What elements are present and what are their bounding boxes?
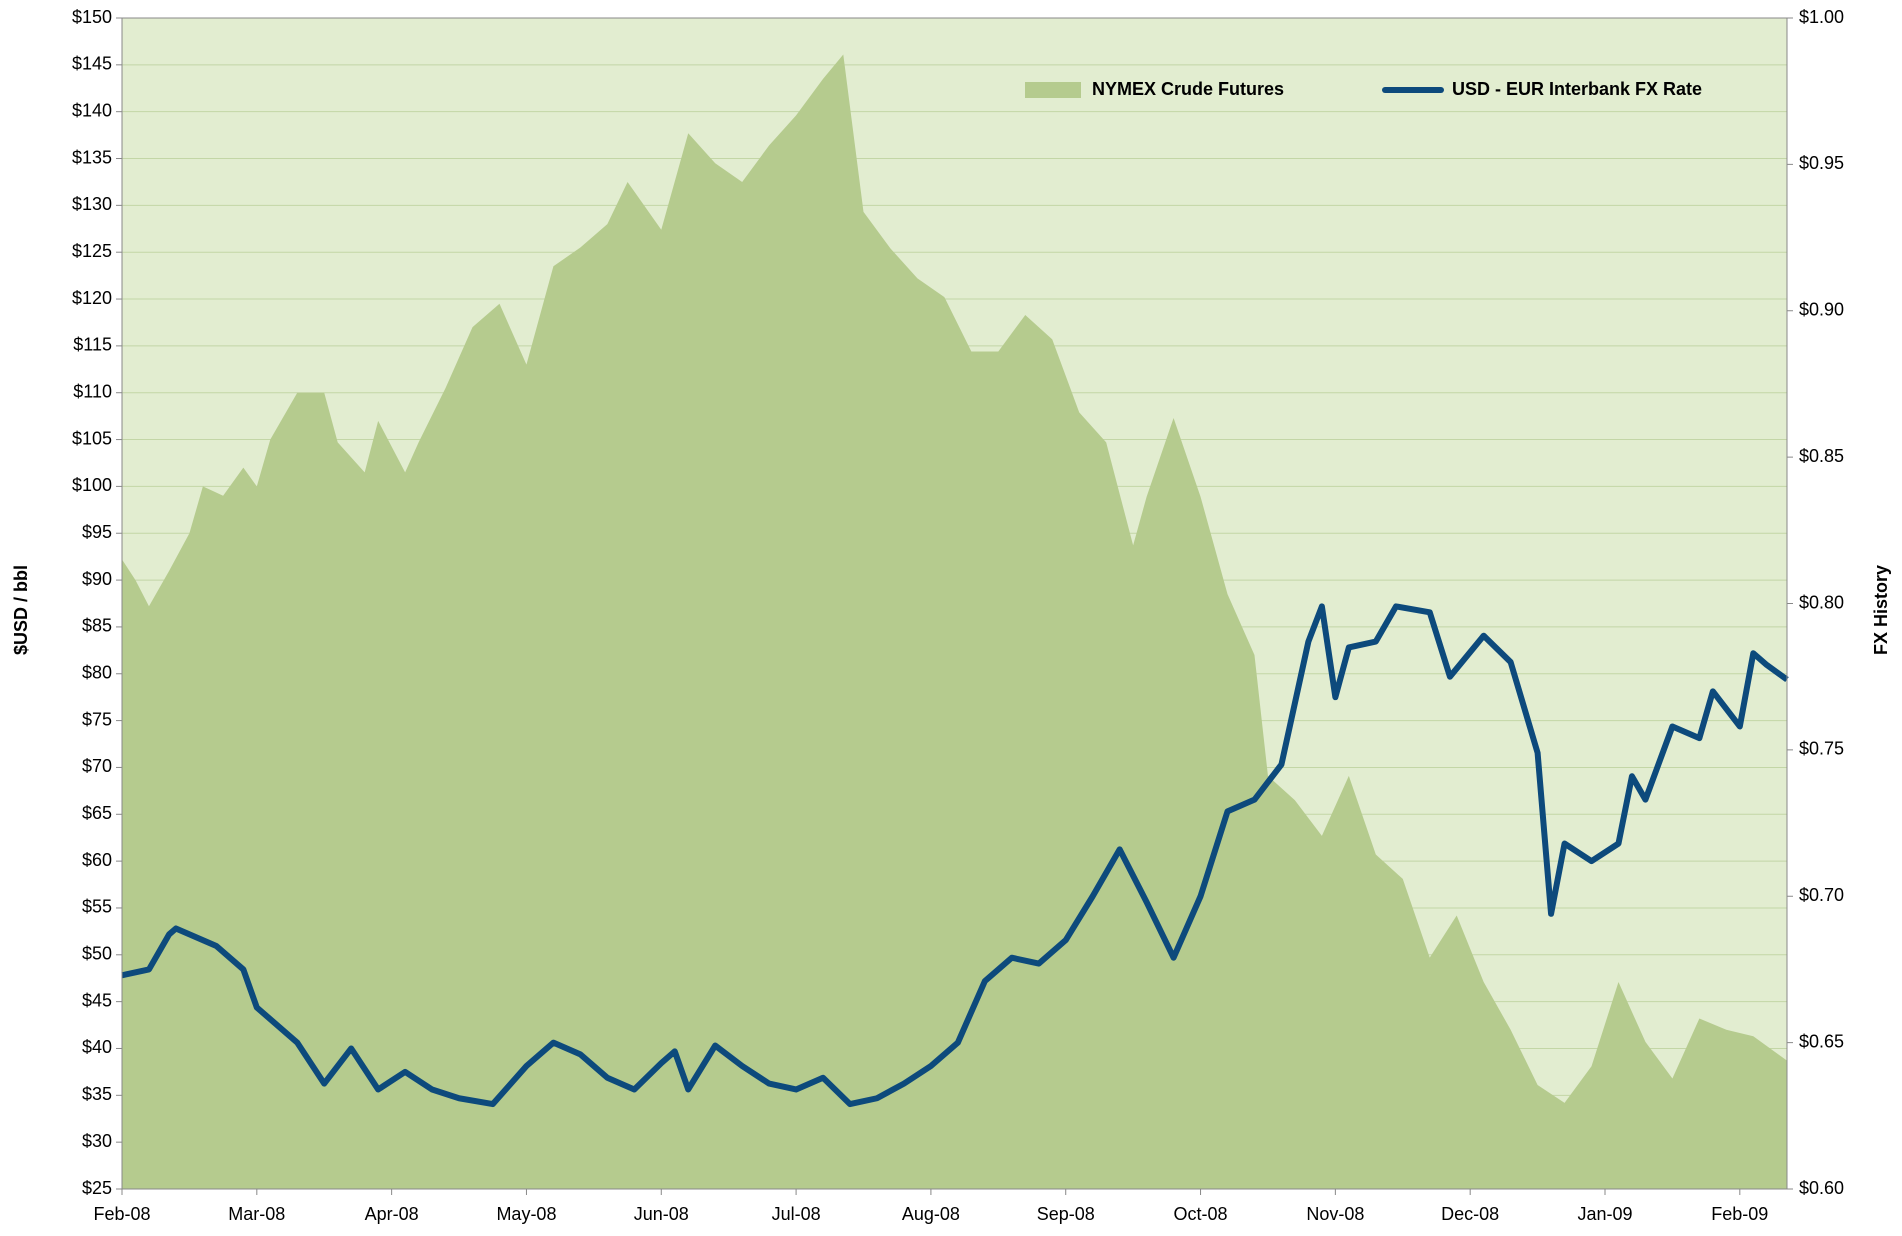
y-tick-label: $75 — [82, 709, 112, 729]
y-tick-label: $90 — [82, 569, 112, 589]
y2-tick-label: $1.00 — [1799, 7, 1844, 27]
y-tick-label: $65 — [82, 803, 112, 823]
y-tick-label: $125 — [72, 241, 112, 261]
legend-label: USD - EUR Interbank FX Rate — [1452, 79, 1702, 99]
x-tick-label: Jul-08 — [772, 1204, 821, 1224]
y-tick-label: $95 — [82, 522, 112, 542]
x-tick-label: Jun-08 — [634, 1204, 689, 1224]
x-tick-label: Apr-08 — [365, 1204, 419, 1224]
legend-label: NYMEX Crude Futures — [1092, 79, 1284, 99]
y-tick-label: $30 — [82, 1131, 112, 1151]
x-tick-label: Feb-09 — [1711, 1204, 1768, 1224]
y-tick-label: $25 — [82, 1178, 112, 1198]
line — [121, 603, 1789, 1108]
y-tick-label: $80 — [82, 663, 112, 683]
y2-tick-label: $0.90 — [1799, 300, 1844, 320]
y2-tick-label: $0.70 — [1799, 885, 1844, 905]
area — [122, 54, 1787, 1190]
y2-tick-label: $0.95 — [1799, 153, 1844, 173]
y-tick-label: $45 — [82, 990, 112, 1010]
y2-axis-label: FX History — [1871, 565, 1891, 655]
y-tick-label: $110 — [73, 381, 112, 401]
x-tick-label: Dec-08 — [1441, 1204, 1499, 1224]
y-tick-label: $145 — [72, 54, 112, 74]
y-tick-label: $140 — [72, 100, 112, 120]
x-tick-label: Jan-09 — [1577, 1204, 1632, 1224]
y2-tick-label: $0.80 — [1799, 592, 1844, 612]
y2-tick-label: $0.85 — [1799, 446, 1844, 466]
x-tick-label: Nov-08 — [1306, 1204, 1364, 1224]
x-tick-label: Sep-08 — [1037, 1204, 1095, 1224]
x-tick-label: May-08 — [496, 1204, 556, 1224]
legend-swatch — [1025, 82, 1081, 98]
y-tick-label: $40 — [82, 1037, 112, 1057]
y-tick-label: $85 — [82, 616, 112, 636]
y-axis-label: $USD / bbl — [11, 565, 31, 655]
y-tick-label: $115 — [73, 335, 112, 355]
y-tick-label: $50 — [82, 944, 112, 964]
y-tick-label: $150 — [72, 7, 112, 27]
y-tick-label: $135 — [72, 147, 112, 167]
y-tick-label: $130 — [72, 194, 112, 214]
y2-tick-label: $0.60 — [1799, 1178, 1844, 1198]
y-tick-label: $55 — [82, 897, 112, 917]
x-tick-label: Feb-08 — [93, 1204, 150, 1224]
y-tick-label: $35 — [82, 1084, 112, 1104]
y-tick-label: $120 — [72, 288, 112, 308]
plot-border — [121, 17, 1788, 1190]
y2-tick-label: $0.75 — [1799, 739, 1844, 759]
x-tick-label: Oct-08 — [1174, 1204, 1228, 1224]
y-tick-label: $60 — [82, 850, 112, 870]
x-tick-label: Aug-08 — [902, 1204, 960, 1224]
x-tick-label: Mar-08 — [228, 1204, 285, 1224]
y-tick-label: $100 — [72, 475, 112, 495]
y2-tick-label: $0.65 — [1799, 1031, 1844, 1051]
y-tick-label: $105 — [72, 428, 112, 448]
y-tick-label: $70 — [82, 756, 112, 776]
